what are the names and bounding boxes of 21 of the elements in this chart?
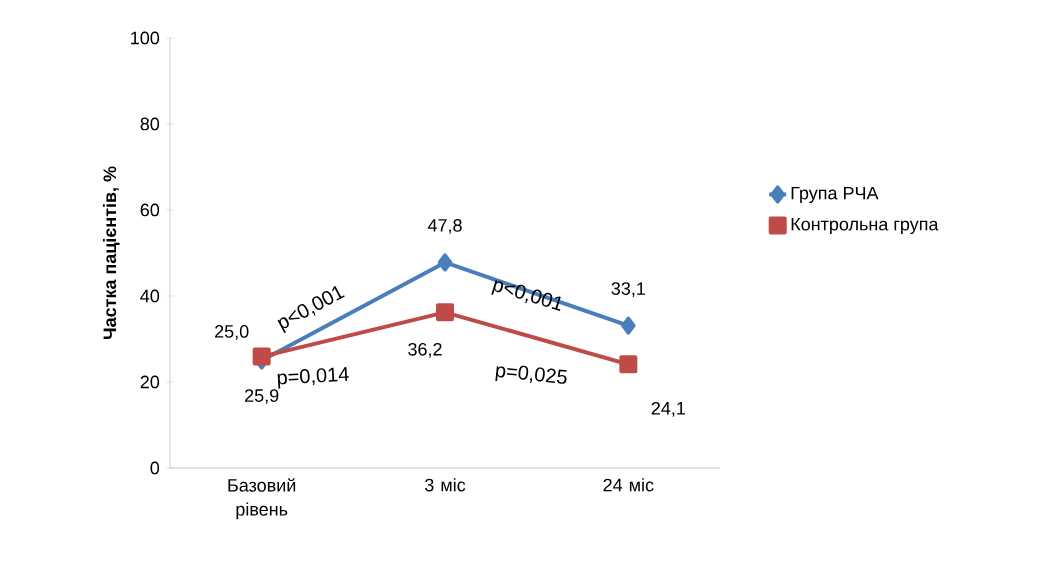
annotation: p=0,014 [277, 367, 349, 389]
data-label: 36,2 [408, 342, 442, 358]
x-tick-label: Базовий рівень [228, 478, 296, 520]
y-tick-label: 60 [140, 203, 160, 217]
data-label: 47,8 [427, 219, 462, 234]
legend-label: Група РЧА [791, 186, 879, 204]
data-label: 25,0 [215, 325, 249, 340]
data-label: 24,1 [651, 401, 685, 417]
y-tick-label: 0 [150, 461, 160, 475]
annotation: p=0,025 [495, 365, 567, 384]
y-tick-label: 20 [140, 375, 160, 389]
data-label: 25,9 [245, 389, 279, 405]
x-tick-label: 24 міс [603, 478, 654, 492]
data-label: 33,1 [611, 282, 645, 298]
y-tick-label: 80 [140, 117, 160, 131]
y-axis-title: Частка пацієнтів, % [102, 166, 120, 340]
x-tick-label: 3 міс [425, 478, 466, 492]
legend-label: Контрольна група [791, 217, 939, 235]
annotation: p<0,001 [491, 280, 561, 312]
y-tick-label: 100 [131, 31, 160, 45]
y-tick-label: 40 [140, 289, 160, 303]
